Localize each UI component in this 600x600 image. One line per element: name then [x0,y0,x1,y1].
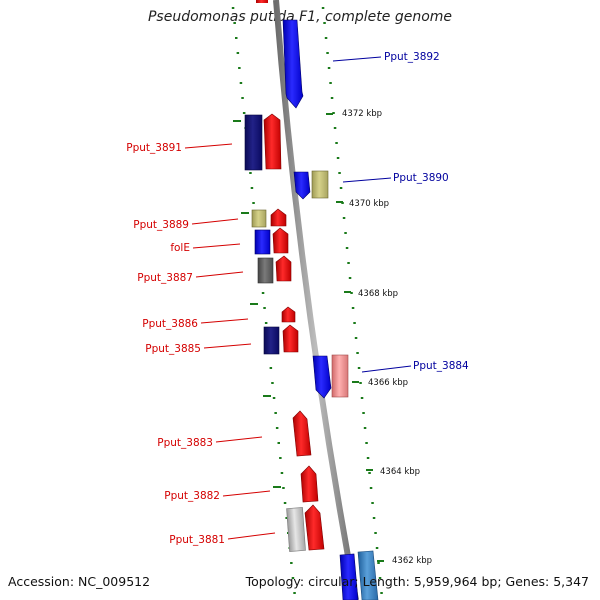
gene-arrow-partial[interactable] [339,553,359,600]
gene-block-khaki[interactable] [311,170,329,199]
gene-block-pink[interactable] [331,354,349,398]
gene-callouts [184,56,412,540]
callout-line [222,490,271,497]
callout-line [192,243,241,249]
gene-features [244,0,379,600]
gene-label-pput-3881[interactable]: Pput_3881 [169,534,225,546]
minor-ticks-right [321,7,383,594]
gene-arrow-pput-3884[interactable] [312,355,332,399]
gene-arrow-fole[interactable] [272,227,289,254]
gene-block-navy[interactable] [263,326,280,355]
gene-block-blue[interactable] [254,229,271,255]
tick-label: 4370 kbp [349,199,389,209]
callout-line [203,343,252,349]
gene-arrow-pput-3890[interactable] [293,171,311,200]
gene-arrow-pput-3882[interactable] [300,465,319,503]
gene-label-pput-3889[interactable]: Pput_3889 [133,219,189,231]
gene-arrow-pput-3881[interactable] [304,504,325,551]
tick-labels: 4372 kbp 4370 kbp 4368 kbp 4366 kbp 4364… [342,109,432,566]
gene-arrow-pput-3892[interactable] [282,19,304,109]
gene-arrow-pput-3885[interactable] [282,324,299,353]
map-title: Pseudomonas putida F1, complete genome [147,9,453,25]
gene-labels: Pput_3892 Pput_3891 Pput_3890 Pput_3889 … [126,51,469,546]
gene-block-gray[interactable] [257,257,274,284]
tick-label: 4368 kbp [358,289,398,299]
callout-line [184,143,233,149]
gene-label-pput-3883[interactable]: Pput_3883 [157,437,213,449]
callout-line [227,532,276,540]
tick-label: 4366 kbp [368,378,408,388]
topology-text: Topology: circular; Length: 5,959,964 bp… [245,574,589,589]
gene-arrow-pput-3887[interactable] [275,255,292,282]
callout-line [200,318,249,324]
accession-text: Accession: NC_009512 [8,574,151,589]
gene-label-pput-3890[interactable]: Pput_3890 [393,172,449,184]
tick-label: 4372 kbp [342,109,382,119]
gene-label-pput-3884[interactable]: Pput_3884 [413,360,469,372]
gene-label-pput-3882[interactable]: Pput_3882 [164,490,220,502]
gene-block-navy[interactable] [244,114,263,171]
callout-line [332,56,382,62]
gene-block-lightgray[interactable] [286,507,306,552]
gene-label-pput-3887[interactable]: Pput_3887 [137,272,193,284]
gene-label-pput-3886[interactable]: Pput_3886 [142,318,198,330]
callout-line [342,177,392,183]
tick-label: 4364 kbp [380,467,420,477]
callout-line [191,218,239,225]
callout-line [195,271,244,278]
gene-block-steel[interactable] [357,550,379,600]
gene-arrow-pput-3883[interactable] [292,410,312,457]
gene-arrow-pput-3891[interactable] [263,113,282,170]
gene-arrow-pput-3889[interactable] [270,208,287,227]
major-ticks [233,113,384,562]
gene-label-fole[interactable]: folE [170,242,190,254]
callout-line [361,365,412,373]
callout-line [215,436,263,443]
gene-label-pput-3892[interactable]: Pput_3892 [384,51,440,63]
gene-label-pput-3885[interactable]: Pput_3885 [145,343,201,355]
tick-label: 4362 kbp [392,556,432,566]
gene-label-pput-3891[interactable]: Pput_3891 [126,142,182,154]
gene-arrow-pput-3886[interactable] [281,306,296,323]
genome-backbone [273,0,359,600]
gene-arrow-partial[interactable] [256,0,268,3]
gene-block-khaki[interactable] [251,209,267,228]
